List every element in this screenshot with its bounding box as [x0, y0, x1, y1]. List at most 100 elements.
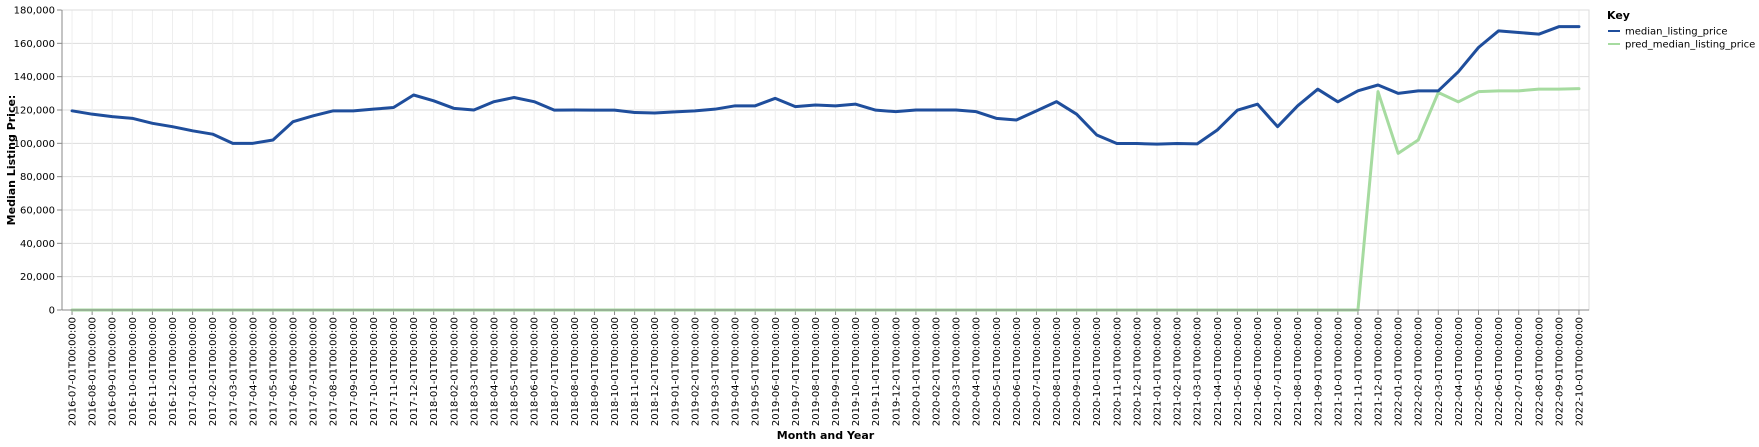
x-tick-label: 2021-11-01T00:00:00 — [1353, 317, 1364, 426]
x-tick-label: 2021-08-01T00:00:00 — [1293, 317, 1304, 426]
x-tick-label: 2022-05-01T00:00:00 — [1474, 317, 1485, 426]
series-lines — [70, 25, 1581, 312]
legend-label: pred_median_listing_price — [1625, 40, 1755, 51]
x-tick-label: 2017-08-01T00:00:00 — [329, 317, 340, 426]
x-tick-label: 2019-02-01T00:00:00 — [690, 317, 701, 426]
x-tick-label: 2020-04-01T00:00:00 — [972, 317, 983, 426]
x-tick-label: 2017-06-01T00:00:00 — [289, 317, 300, 426]
y-tick-label: 140,000 — [14, 72, 55, 83]
x-tick-label: 2017-05-01T00:00:00 — [268, 317, 279, 426]
x-tick-label: 2016-12-01T00:00:00 — [168, 317, 179, 426]
series-line-median-listing-price — [70, 25, 1581, 146]
x-tick-label: 2021-01-01T00:00:00 — [1153, 317, 1164, 426]
x-tick-label: 2018-12-01T00:00:00 — [650, 317, 661, 426]
x-tick-label: 2022-03-01T00:00:00 — [1434, 317, 1445, 426]
x-tick-label: 2019-08-01T00:00:00 — [811, 317, 822, 426]
x-tick-label: 2019-04-01T00:00:00 — [731, 317, 742, 426]
x-tick-label: 2020-10-01T00:00:00 — [1092, 317, 1103, 426]
x-tick-label: 2018-11-01T00:00:00 — [630, 317, 641, 426]
y-tick-label: 80,000 — [20, 172, 55, 183]
legend-items: median_listing_price pred_median_listing_… — [1608, 27, 1755, 51]
x-tick-label: 2022-06-01T00:00:00 — [1494, 317, 1505, 426]
x-tick-label: 2018-08-01T00:00:00 — [570, 317, 581, 426]
x-tick-label: 2018-09-01T00:00:00 — [590, 317, 601, 426]
x-tick-label: 2022-01-01T00:00:00 — [1394, 317, 1405, 426]
x-tick-label: 2017-09-01T00:00:00 — [349, 317, 360, 426]
x-tick-label: 2020-01-01T00:00:00 — [911, 317, 922, 426]
y-tick-label: 60,000 — [20, 206, 55, 217]
x-tick-label: 2016-08-01T00:00:00 — [88, 317, 99, 426]
x-tick-label: 2020-03-01T00:00:00 — [952, 317, 963, 426]
x-tick-label: 2019-11-01T00:00:00 — [871, 317, 882, 426]
x-tick-label: 2021-06-01T00:00:00 — [1253, 317, 1264, 426]
x-tick-label: 2020-06-01T00:00:00 — [1012, 317, 1023, 426]
x-tick-label: 2019-06-01T00:00:00 — [771, 317, 782, 426]
y-tick-label: 180,000 — [14, 6, 55, 17]
x-tick-label: 2019-05-01T00:00:00 — [751, 317, 762, 426]
x-tick-label: 2017-02-01T00:00:00 — [208, 317, 219, 426]
x-tick-label: 2021-03-01T00:00:00 — [1193, 317, 1204, 426]
plot-frame — [61, 9, 1590, 311]
x-tick-label: 2022-08-01T00:00:00 — [1534, 317, 1545, 426]
grid-lines — [62, 9, 1589, 311]
x-tick-label: 2021-07-01T00:00:00 — [1273, 317, 1284, 426]
x-tick-label: 2021-10-01T00:00:00 — [1333, 317, 1344, 426]
x-tick-label: 2020-12-01T00:00:00 — [1132, 317, 1143, 426]
x-tick-label: 2020-02-01T00:00:00 — [932, 317, 943, 426]
x-tick-label: 2017-03-01T00:00:00 — [228, 317, 239, 426]
x-tick-label: 2018-03-01T00:00:00 — [469, 317, 480, 426]
y-tick-label: 40,000 — [20, 239, 55, 250]
y-tick-label: 20,000 — [20, 272, 55, 283]
x-tick-label: 2020-11-01T00:00:00 — [1112, 317, 1123, 426]
x-tick-label: 2021-02-01T00:00:00 — [1173, 317, 1184, 426]
y-tick-label: 0 — [49, 306, 55, 317]
legend-title: Key — [1607, 9, 1630, 22]
x-tick-label: 2020-08-01T00:00:00 — [1052, 317, 1063, 426]
x-tick-label: 2022-02-01T00:00:00 — [1414, 317, 1425, 426]
x-tick-label: 2018-07-01T00:00:00 — [550, 317, 561, 426]
x-tick-label: 2018-02-01T00:00:00 — [449, 317, 460, 426]
x-tick-label: 2022-09-01T00:00:00 — [1554, 317, 1565, 426]
y-tick-label: 160,000 — [14, 39, 55, 50]
x-tick-label: 2016-10-01T00:00:00 — [128, 317, 139, 426]
x-tick-label: 2016-11-01T00:00:00 — [148, 317, 159, 426]
legend-label: median_listing_price — [1625, 27, 1728, 38]
x-tick-label: 2018-01-01T00:00:00 — [429, 317, 440, 426]
x-tick-label: 2017-12-01T00:00:00 — [409, 317, 420, 426]
x-tick-label: 2021-04-01T00:00:00 — [1213, 317, 1224, 426]
x-tick-label: 2019-09-01T00:00:00 — [831, 317, 842, 426]
x-tick-label: 2020-05-01T00:00:00 — [992, 317, 1003, 426]
x-tick-label: 2017-10-01T00:00:00 — [369, 317, 380, 426]
x-tick-label: 2021-09-01T00:00:00 — [1313, 317, 1324, 426]
x-tick-label: 2022-07-01T00:00:00 — [1514, 317, 1525, 426]
x-tick-label: 2020-09-01T00:00:00 — [1072, 317, 1083, 426]
y-tick-label: 120,000 — [14, 106, 55, 117]
y-axis-title: Median Listing Price: — [5, 95, 18, 226]
x-tick-label: 2018-05-01T00:00:00 — [510, 317, 521, 426]
x-axis-title: Month and Year — [777, 429, 875, 442]
legend: Key median_listing_price pred_median_list… — [1607, 9, 1755, 51]
x-tick-label: 2021-05-01T00:00:00 — [1233, 317, 1244, 426]
x-tick-label: 2022-04-01T00:00:00 — [1454, 317, 1465, 426]
x-tick-label: 2022-10-01T00:00:00 — [1574, 317, 1585, 426]
x-tick-label: 2019-01-01T00:00:00 — [670, 317, 681, 426]
x-tick-label: 2021-12-01T00:00:00 — [1374, 317, 1385, 426]
y-tick-label: 100,000 — [14, 139, 55, 150]
x-tick-label: 2017-11-01T00:00:00 — [389, 317, 400, 426]
x-tick-label: 2019-03-01T00:00:00 — [710, 317, 721, 426]
x-tick-label: 2020-07-01T00:00:00 — [1032, 317, 1043, 426]
x-axis-ticks: 2016-07-01T00:00:00 2016-08-01T00:00:00 20… — [68, 310, 1585, 426]
x-tick-label: 2016-09-01T00:00:00 — [108, 317, 119, 426]
x-tick-label: 2017-04-01T00:00:00 — [248, 317, 259, 426]
x-tick-label: 2016-07-01T00:00:00 — [68, 317, 79, 426]
x-tick-label: 2019-07-01T00:00:00 — [791, 317, 802, 426]
x-tick-label: 2018-10-01T00:00:00 — [610, 317, 621, 426]
x-tick-label: 2018-06-01T00:00:00 — [530, 317, 541, 426]
x-tick-label: 2019-10-01T00:00:00 — [851, 317, 862, 426]
x-tick-label: 2018-04-01T00:00:00 — [489, 317, 500, 426]
x-tick-label: 2019-12-01T00:00:00 — [891, 317, 902, 426]
x-tick-label: 2017-07-01T00:00:00 — [309, 317, 320, 426]
x-tick-label: 2017-01-01T00:00:00 — [188, 317, 199, 426]
y-axis-ticks: 0 20,000 40,000 60,000 80,000 100,000 120,000 1… — [14, 6, 62, 317]
